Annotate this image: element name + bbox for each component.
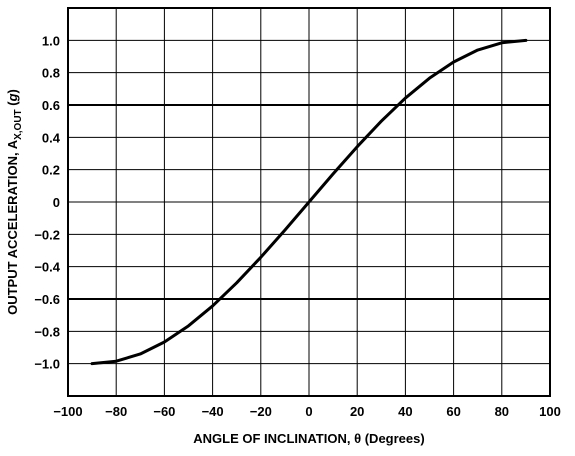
- y-tick-label: −0.2: [34, 227, 60, 242]
- x-tick-label: −40: [202, 404, 224, 419]
- y-tick-label: 0.4: [42, 130, 61, 145]
- x-tick-label: −80: [105, 404, 127, 419]
- x-tick-label: 60: [446, 404, 460, 419]
- y-tick-labels: 1.0 0.8 0.6 0.4 0.2 0 −0.2 −0.4 −0.6 −0.8 −1.0: [34, 33, 60, 371]
- x-axis-label: ANGLE OF INCLINATION, θ (Degrees): [193, 431, 424, 446]
- y-axis-label-main: OUTPUT ACCELERATION, A: [5, 139, 20, 315]
- series-group: [90, 38, 528, 366]
- y-tick-label: −0.6: [34, 292, 60, 307]
- y-axis-label-unit-close: ): [5, 89, 20, 93]
- x-tick-label: 100: [539, 404, 561, 419]
- x-tick-label: 40: [398, 404, 412, 419]
- series-line: [90, 38, 528, 366]
- x-tick-label: −20: [250, 404, 272, 419]
- x-tick-label: 20: [350, 404, 364, 419]
- y-axis-label-unit-open: (: [5, 101, 20, 110]
- x-tick-labels: −100 −80 −60 −40 −20 0 20 40 60 80 100: [53, 404, 561, 419]
- y-tick-label: 0: [53, 195, 60, 210]
- y-tick-label: 0.6: [42, 98, 60, 113]
- y-axis-label-subscript: X,OUT: [13, 109, 24, 140]
- y-tick-label: 1.0: [42, 33, 60, 48]
- x-tick-label: −100: [53, 404, 82, 419]
- x-tick-label: 80: [495, 404, 509, 419]
- grid: [68, 8, 550, 396]
- x-tick-label: 0: [305, 404, 312, 419]
- y-tick-label: 0.8: [42, 66, 60, 81]
- plot-frame: [67, 7, 551, 397]
- y-tick-label: −0.8: [34, 324, 60, 339]
- y-tick-label: −0.4: [34, 260, 60, 275]
- y-tick-label: −1.0: [34, 357, 60, 372]
- y-tick-label: 0.2: [42, 163, 60, 178]
- y-axis-label: OUTPUT ACCELERATION, AX,OUT (g): [5, 89, 24, 315]
- y-axis-label-unit: g: [5, 93, 20, 102]
- x-tick-label: −60: [153, 404, 175, 419]
